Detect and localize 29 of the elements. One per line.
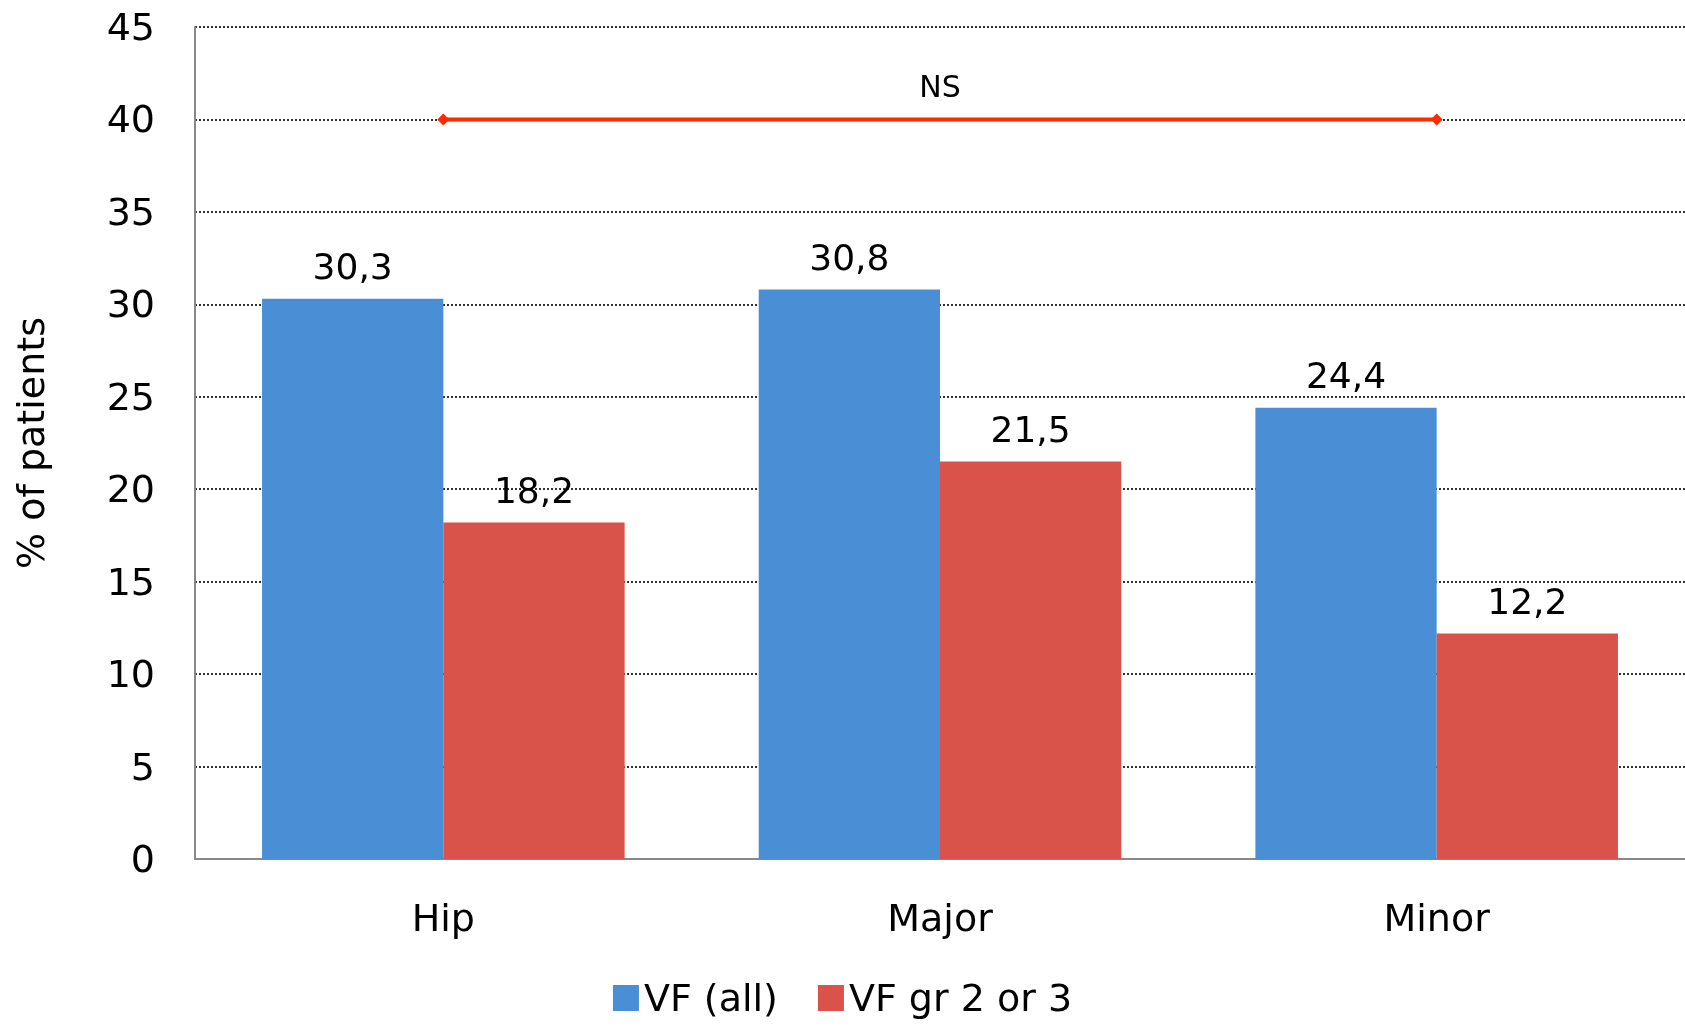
y-tick-label: 45 (106, 5, 155, 49)
y-tick-label: 30 (106, 282, 155, 327)
bar (1255, 407, 1437, 859)
y-tick-label: 20 (106, 467, 155, 512)
y-tick-label: 40 (106, 97, 155, 142)
y-tick-label: 15 (106, 559, 155, 604)
y-tick-label: 25 (106, 374, 155, 419)
y-axis-title: % of patients (9, 317, 53, 569)
data-label: 24,4 (1305, 355, 1387, 397)
x-tick-label: Major (887, 896, 994, 940)
bar (940, 461, 1122, 859)
bar (443, 522, 625, 859)
legend-label: VF gr 2 or 3 (848, 976, 1073, 1020)
data-label: 21,5 (990, 408, 1071, 450)
legend-label: VF (all) (643, 976, 778, 1020)
data-label: 30,3 (312, 246, 393, 288)
data-label: 18,2 (493, 470, 575, 511)
data-label: 12,2 (1487, 580, 1568, 622)
bar (1436, 633, 1618, 859)
data-label: 30,8 (809, 237, 890, 279)
bar (262, 298, 444, 859)
bar (758, 289, 940, 859)
y-tick-label: 10 (106, 652, 155, 697)
y-tick-label: 35 (106, 189, 155, 234)
y-tick-label: 0 (130, 837, 155, 881)
annotation: NS (919, 68, 961, 104)
x-tick-label: Minor (1383, 896, 1491, 940)
y-tick-label: 5 (130, 744, 155, 789)
x-tick-label: Hip (411, 896, 475, 940)
